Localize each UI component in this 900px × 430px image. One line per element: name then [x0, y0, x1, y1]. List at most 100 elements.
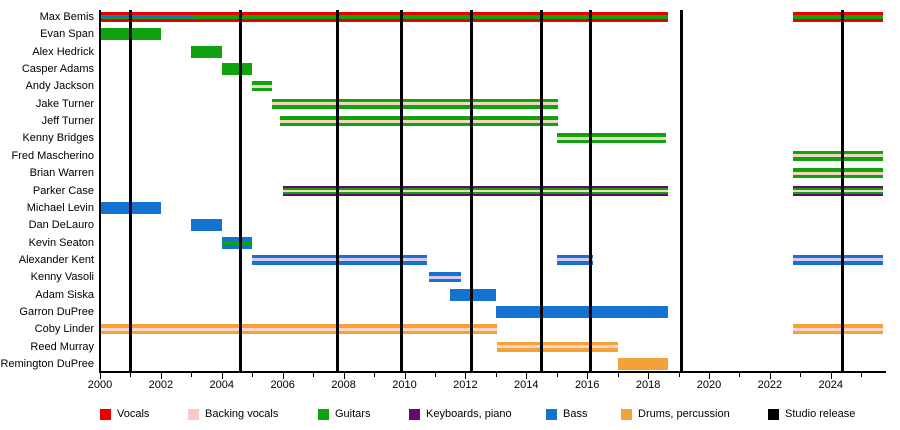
major-tick	[769, 373, 771, 379]
instrument-stripe-green	[556, 139, 667, 144]
timeline-bar	[792, 324, 883, 335]
x-axis-year-label: 2014	[514, 379, 539, 391]
instrument-stripe-red	[792, 19, 883, 22]
member-label: Fred Mascherino	[11, 149, 94, 162]
legend-label: Vocals	[117, 408, 150, 420]
member-label: Coby Linder	[34, 323, 94, 336]
instrument-stripe-green	[100, 15, 668, 19]
major-tick	[221, 373, 223, 379]
instrument-stripe-cream	[792, 154, 883, 158]
member-label: Alexander Kent	[18, 253, 94, 266]
studio-release-line	[469, 10, 473, 371]
member-label: Garron DuPree	[19, 305, 94, 318]
legend-label: Studio release	[785, 408, 856, 420]
member-label: Jake Turner	[35, 97, 94, 110]
studio-release-line	[841, 10, 845, 371]
instrument-stripe-blue	[450, 288, 496, 301]
major-tick	[587, 373, 589, 379]
member-label: Casper Adams	[21, 63, 94, 76]
instrument-stripe-purple	[792, 185, 883, 188]
instrument-stripe-orange	[100, 324, 498, 328]
member-label: Brian Warren	[29, 167, 94, 180]
legend-swatch-blue-icon	[546, 409, 557, 420]
instrument-stripe-green	[279, 122, 559, 127]
member-label: Adam Siska	[35, 288, 94, 301]
timeline-bar	[792, 168, 883, 179]
studio-release-line	[336, 10, 339, 371]
instrument-stripe-orange	[617, 358, 668, 370]
legend-label: Drums, percussion	[638, 408, 730, 420]
member-label: Parker Case	[32, 184, 94, 197]
instrument-stripe-blue	[792, 261, 883, 265]
x-axis-year-label: 2012	[453, 379, 478, 391]
instrument-stripe-orange	[100, 330, 498, 335]
timeline-bar	[792, 12, 883, 22]
major-tick	[100, 373, 101, 379]
instrument-stripe-cream	[282, 189, 668, 192]
instrument-stripe-cream	[252, 84, 273, 88]
x-axis-year-label: 2008	[331, 379, 356, 391]
x-axis-year-label: 2000	[87, 379, 113, 391]
timeline-bar	[221, 63, 253, 76]
instrument-stripe-cream	[279, 119, 559, 123]
timeline-bar	[617, 358, 668, 370]
legend-label: Guitars	[335, 408, 371, 420]
minor-tick	[495, 373, 497, 377]
instrument-stripe-cream2	[792, 327, 883, 331]
instrument-stripe-lavender	[252, 258, 428, 262]
studio-release-line	[399, 10, 403, 371]
instrument-stripe-red	[100, 12, 668, 15]
minor-tick	[556, 373, 558, 377]
timeline-bar	[792, 185, 883, 196]
member-label: Michael Levin	[26, 201, 94, 214]
instrument-stripe-red	[792, 12, 883, 15]
instrument-stripe-cream	[272, 102, 559, 106]
timeline-bar	[100, 324, 498, 335]
timeline-bar	[100, 12, 668, 22]
major-tick	[282, 373, 284, 379]
instrument-stripe-orange	[792, 324, 883, 328]
instrument-stripe-blue	[428, 272, 461, 276]
minor-tick	[313, 373, 315, 377]
instrument-stripe-orange	[497, 348, 618, 352]
major-tick	[648, 373, 650, 379]
instrument-stripe-cream2	[497, 345, 618, 349]
x-axis-line	[99, 371, 886, 373]
studio-release-line	[680, 10, 684, 371]
instrument-stripe-purple	[792, 193, 883, 196]
member-label: Evan Span	[40, 28, 94, 41]
minor-tick	[739, 373, 741, 377]
studio-release-line	[128, 10, 132, 371]
timeline-bar	[252, 81, 273, 92]
minor-tick	[861, 373, 863, 377]
instrument-stripe-green	[792, 187, 883, 190]
instrument-stripe-blue	[792, 254, 883, 259]
x-axis-year-label: 2018	[635, 379, 661, 391]
x-axis-year-label: 2002	[148, 379, 174, 391]
instrument-stripe-green	[191, 45, 222, 58]
member-label: Kenny Vasoli	[30, 271, 94, 284]
instrument-stripe-green	[282, 191, 668, 194]
member-label: Max Bemis	[39, 11, 94, 23]
timeline-bar	[252, 254, 428, 265]
instrument-stripe-blue	[556, 254, 594, 259]
instrument-stripe-lavender	[428, 275, 461, 279]
timeline-bar	[279, 116, 559, 127]
member-label: Reed Murray	[30, 340, 94, 353]
studio-release-line	[540, 10, 544, 371]
instrument-stripe-lavender	[792, 258, 883, 262]
member-label: Andy Jackson	[25, 80, 94, 93]
major-tick	[465, 373, 467, 379]
instrument-stripe-green	[792, 150, 883, 155]
major-tick	[343, 373, 345, 379]
timeline-bar	[497, 341, 618, 352]
major-tick	[526, 373, 528, 379]
legend-swatch-pink-icon	[188, 409, 199, 420]
legend-swatch-red-icon	[100, 409, 111, 420]
member-label: Dan DeLauro	[28, 219, 94, 232]
instrument-stripe-blue	[252, 261, 428, 265]
instrument-stripe-cream2	[100, 327, 498, 331]
timeline-bar	[450, 288, 496, 301]
instrument-stripe-green	[282, 187, 668, 190]
